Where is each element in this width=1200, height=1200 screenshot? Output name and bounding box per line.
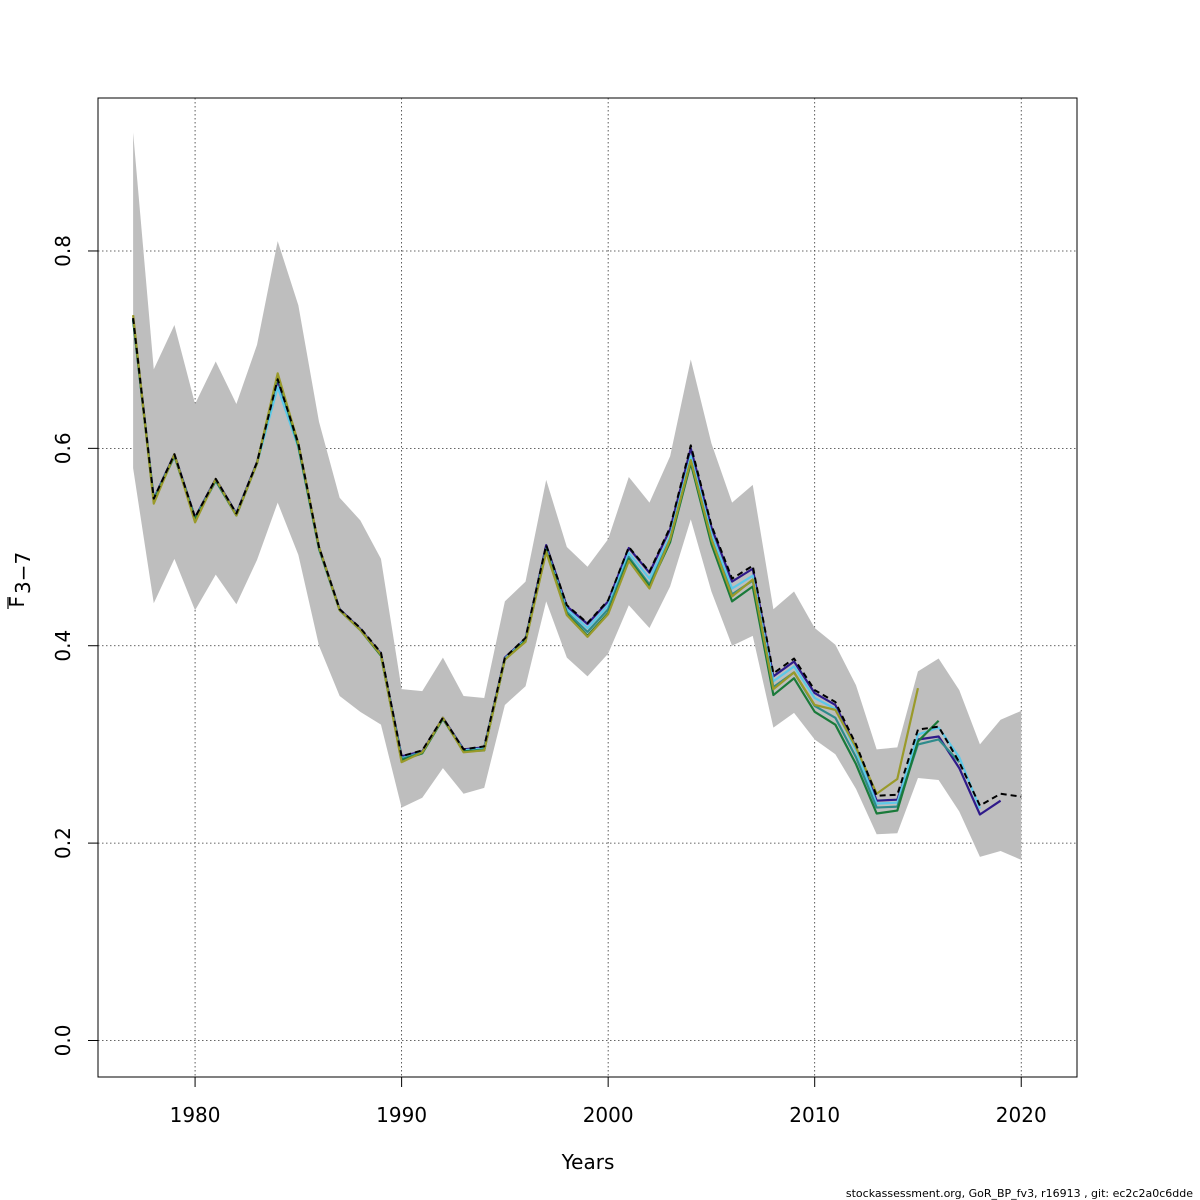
x-axis: 1980 1990 2000 2010 2020 xyxy=(170,1076,1047,1127)
x-tick-label: 1990 xyxy=(376,1103,427,1127)
y-tick-label: 0.6 xyxy=(51,432,75,464)
series-line xyxy=(132,315,920,795)
x-tick-label: 2020 xyxy=(996,1103,1047,1127)
y-tick-label: 0.8 xyxy=(51,235,75,267)
y-axis-title: F 3−7 xyxy=(5,552,35,609)
x-tick-label: 1980 xyxy=(170,1103,221,1127)
y-axis-title-sub: 3−7 xyxy=(11,552,35,594)
footer-credit: stockassessment.org, GoR_BP_fv3, r16913 … xyxy=(846,1187,1193,1200)
x-tick-label: 2010 xyxy=(789,1103,840,1127)
y-axis-title-main: F xyxy=(5,596,29,608)
x-axis-title: Years xyxy=(561,1150,615,1174)
series-lines xyxy=(132,315,1022,816)
y-tick-label: 0.0 xyxy=(51,1025,75,1057)
y-tick-label: 0.2 xyxy=(51,827,75,859)
confidence-band-layer xyxy=(133,132,1022,860)
y-tick-label: 0.4 xyxy=(51,630,75,662)
y-axis: 0.0 0.2 0.4 0.6 0.8 xyxy=(51,235,98,1056)
x-tick-label: 2000 xyxy=(583,1103,634,1127)
confidence-band xyxy=(133,132,1022,860)
series-line xyxy=(132,317,1022,807)
